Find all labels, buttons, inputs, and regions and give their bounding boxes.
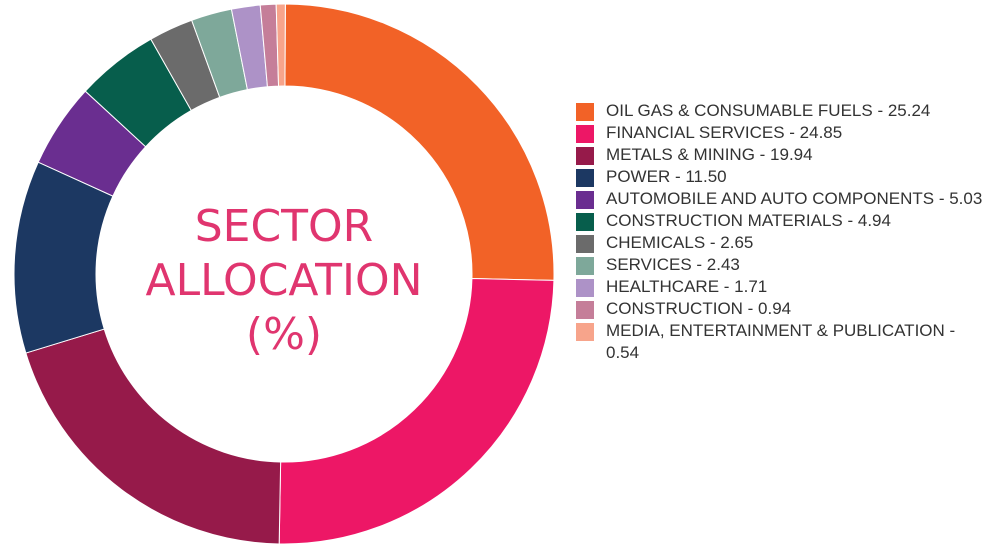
legend-label: CONSTRUCTION - 0.94 bbox=[606, 299, 792, 318]
donut-slice-10 bbox=[275, 3, 286, 87]
chart-title-line-2: ALLOCATION bbox=[145, 255, 423, 306]
legend-item: OIL GAS & CONSUMABLE FUELS - 25.24 bbox=[576, 100, 991, 122]
legend-item: MEDIA, ENTERTAINMENT & PUBLICATION - 0.5… bbox=[576, 320, 991, 364]
legend-label: POWER - 11.50 bbox=[606, 167, 727, 186]
legend-swatch bbox=[576, 103, 594, 121]
legend-label: HEALTHCARE - 1.71 bbox=[606, 277, 768, 296]
donut-slice-0 bbox=[284, 3, 555, 281]
legend-item: CHEMICALS - 2.65 bbox=[576, 232, 991, 254]
legend-item: CONSTRUCTION - 0.94 bbox=[576, 298, 991, 320]
donut-svg bbox=[13, 3, 555, 545]
legend-item: HEALTHCARE - 1.71 bbox=[576, 276, 991, 298]
chart-title-line-1: SECTOR bbox=[194, 201, 374, 252]
chart-title: SECTOR ALLOCATION (%) bbox=[84, 200, 484, 362]
donut-chart: SECTOR ALLOCATION (%) bbox=[13, 3, 555, 545]
legend-swatch bbox=[576, 147, 594, 165]
legend-label: AUTOMOBILE AND AUTO COMPONENTS - 5.03 bbox=[606, 189, 983, 208]
legend-item: FINANCIAL SERVICES - 24.85 bbox=[576, 122, 991, 144]
legend-label: MEDIA, ENTERTAINMENT & PUBLICATION - 0.5… bbox=[606, 321, 956, 362]
legend-swatch bbox=[576, 279, 594, 297]
legend-label: FINANCIAL SERVICES - 24.85 bbox=[606, 123, 843, 142]
legend-swatch bbox=[576, 213, 594, 231]
legend-label: CONSTRUCTION MATERIALS - 4.94 bbox=[606, 211, 891, 230]
legend: OIL GAS & CONSUMABLE FUELS - 25.24 FINANC… bbox=[576, 100, 991, 364]
legend-label: SERVICES - 2.43 bbox=[606, 255, 740, 274]
legend-swatch bbox=[576, 125, 594, 143]
legend-swatch bbox=[576, 323, 594, 341]
legend-label: CHEMICALS - 2.65 bbox=[606, 233, 754, 252]
legend-swatch bbox=[576, 191, 594, 209]
legend-item: SERVICES - 2.43 bbox=[576, 254, 991, 276]
legend-swatch bbox=[576, 235, 594, 253]
chart-title-line-3: (%) bbox=[245, 309, 323, 360]
legend-label: METALS & MINING - 19.94 bbox=[606, 145, 813, 164]
legend-swatch bbox=[576, 301, 594, 319]
legend-swatch bbox=[576, 257, 594, 275]
legend-item: CONSTRUCTION MATERIALS - 4.94 bbox=[576, 210, 991, 232]
legend-label: OIL GAS & CONSUMABLE FUELS - 25.24 bbox=[606, 101, 931, 120]
legend-item: POWER - 11.50 bbox=[576, 166, 991, 188]
legend-item: METALS & MINING - 19.94 bbox=[576, 144, 991, 166]
donut-slice-1 bbox=[278, 277, 555, 545]
legend-item: AUTOMOBILE AND AUTO COMPONENTS - 5.03 bbox=[576, 188, 991, 210]
legend-swatch bbox=[576, 169, 594, 187]
